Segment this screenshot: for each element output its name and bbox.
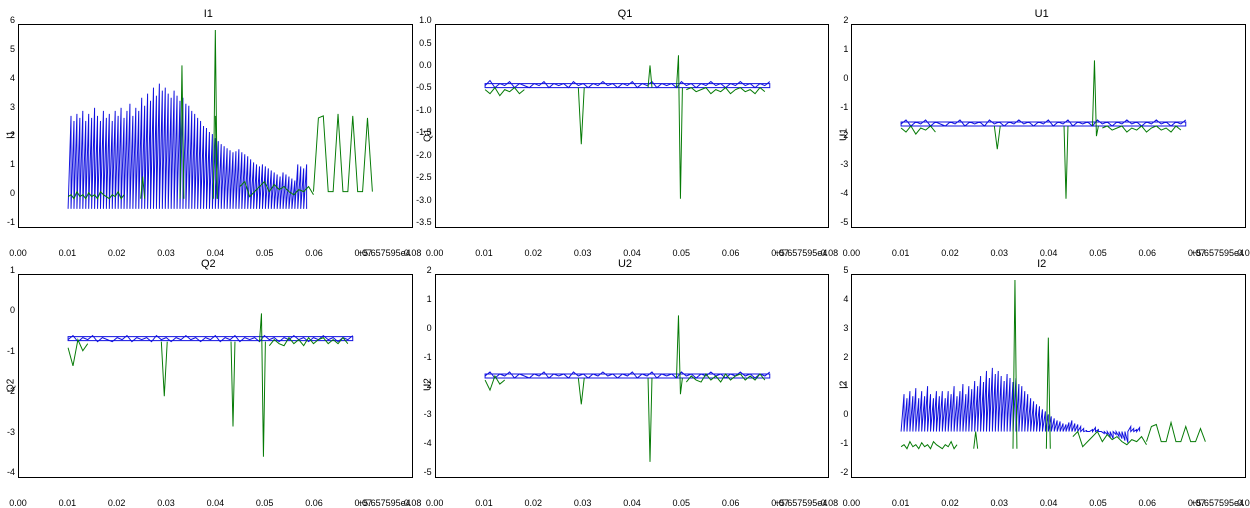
ytick-U1-0: -5 [840,217,848,227]
subplot-Q1: Q1 Q1 [417,0,834,250]
ytick-Q1-3: -2.0 [416,150,432,160]
subplot-title-U1: U1 [1035,8,1049,20]
ytick-U1-2: -3 [840,159,848,169]
data-trace-U1 [852,25,1245,227]
ytick-Q2-0: -4 [7,467,15,477]
ytick-I2-3: 1 [843,380,848,390]
ytick-Q1-8: 0.5 [419,38,432,48]
ytick-I2-0: -2 [840,467,848,477]
ytick-Q1-0: -3.5 [416,217,432,227]
ytick-U1-1: -4 [840,188,848,198]
data-trace-U2 [436,275,829,477]
ytick-I2-4: 2 [843,352,848,362]
ytick-U1-5: 0 [843,73,848,83]
ytick-Q1-9: 1.0 [419,15,432,25]
ytick-U2-0: -5 [424,467,432,477]
ytick-Q1-4: -1.5 [416,127,432,137]
data-trace-Q2 [19,275,412,477]
ytick-I2-5: 3 [843,323,848,333]
chart-canvas-U2[interactable]: -5 -4 -3 -2 -1 0 1 2 [435,274,830,478]
ytick-U2-2: -3 [424,409,432,419]
subplot-I2: I2 I2 [833,250,1250,500]
chart-canvas-I1[interactable]: -1 0 1 2 3 4 5 6 [18,24,413,228]
subplot-title-Q2: Q2 [201,258,216,270]
ytick-I2-1: -1 [840,438,848,448]
ytick-Q2-1: -3 [7,427,15,437]
subplot-U1: U1 U1 [833,0,1250,250]
ytick-I2-2: 0 [843,409,848,419]
ytick-U1-6: 1 [843,44,848,54]
ytick-Q1-5: -1.0 [416,105,432,115]
subplot-title-I2: I2 [1037,258,1046,270]
ytick-Q1-1: -3.0 [416,195,432,205]
ytick-I1-3: 2 [10,130,15,140]
ytick-U2-4: -1 [424,352,432,362]
ytick-Q1-2: -2.5 [416,172,432,182]
data-trace-Q1 [436,25,829,227]
ytick-U2-3: -2 [424,380,432,390]
ytick-U2-1: -4 [424,438,432,448]
chart-canvas-I2[interactable]: -2 -1 0 1 2 3 4 5 [851,274,1246,478]
ytick-I1-5: 4 [10,73,15,83]
ytick-U1-4: -1 [840,102,848,112]
ytick-U2-5: 0 [427,323,432,333]
chart-canvas-U1[interactable]: -5 -4 -3 -2 -1 0 1 2 [851,24,1246,228]
ytick-Q2-4: 0 [10,305,15,315]
ytick-U1-3: -2 [840,130,848,140]
data-trace-I2 [852,275,1245,477]
ytick-I1-4: 3 [10,102,15,112]
subplot-title-Q1: Q1 [618,8,633,20]
chart-canvas-Q1[interactable]: -3.5 -3.0 -2.5 -2.0 -1.5 -1.0 -0.5 0.0 0… [435,24,830,228]
subplot-grid: I1 I1 [0,0,1250,500]
ytick-U1-7: 2 [843,15,848,25]
ytick-Q2-3: -1 [7,346,15,356]
data-trace-I1 [19,25,412,227]
ytick-U2-7: 2 [427,265,432,275]
subplot-Q2: Q2 Q2 [0,250,417,500]
ytick-Q2-5: 1 [10,265,15,275]
ytick-I1-6: 5 [10,44,15,54]
ytick-I2-6: 4 [843,294,848,304]
subplot-title-I1: I1 [204,8,213,20]
ytick-Q1-7: 0.0 [419,60,432,70]
ytick-I1-7: 6 [10,15,15,25]
subplot-I1: I1 I1 [0,0,417,250]
chart-canvas-Q2[interactable]: -4 -3 -2 -1 0 1 [18,274,413,478]
ytick-Q2-2: -2 [7,386,15,396]
ytick-I1-1: 0 [10,188,15,198]
ytick-U2-6: 1 [427,294,432,304]
subplot-title-U2: U2 [618,258,632,270]
ytick-I1-2: 1 [10,159,15,169]
ytick-I1-0: -1 [7,217,15,227]
subplot-U2: U2 U2 [417,250,834,500]
ytick-Q1-6: -0.5 [416,82,432,92]
ytick-I2-7: 5 [843,265,848,275]
